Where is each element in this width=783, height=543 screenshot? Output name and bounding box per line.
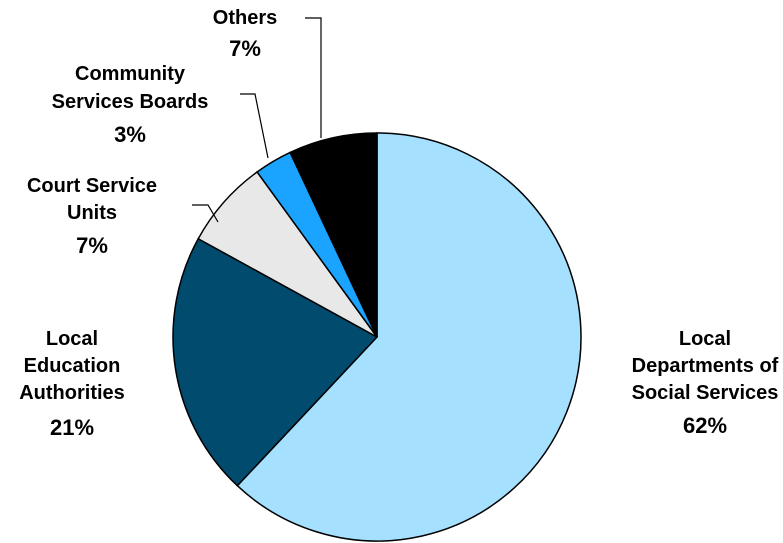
slice-name-label: Court Service Units: [27, 175, 157, 224]
leader-line: [240, 93, 269, 159]
leader-line: [305, 17, 322, 138]
pie-slices: [172, 132, 582, 542]
pie-slice: [236, 132, 582, 542]
slice-percent-label: 21%: [50, 415, 94, 440]
leader-lines: [192, 17, 322, 223]
slice-percent-label: 7%: [76, 233, 108, 258]
slice-name-label: Local Education Authorities: [19, 328, 125, 404]
slice-percent-label: 7%: [229, 36, 261, 61]
slice-labels: Local Departments of Social Services 62% Loc…: [19, 7, 778, 440]
leader-line: [192, 204, 219, 223]
slice-name-label: Local Departments of Social Services: [632, 328, 779, 404]
slice-percent-label: 3%: [114, 122, 146, 147]
slice-name-label: Community Services Boards: [52, 63, 209, 113]
slice-percent-label: 62%: [683, 413, 727, 438]
pie-slice: [172, 237, 379, 487]
slice-name-label: Others: [213, 7, 277, 29]
pie-slice: [289, 132, 378, 338]
